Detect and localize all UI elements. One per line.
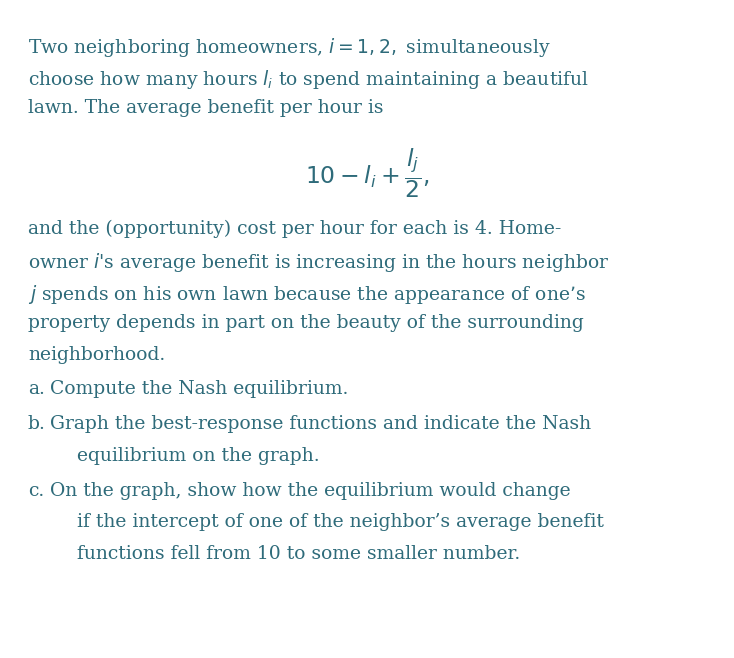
Text: equilibrium on the graph.: equilibrium on the graph.: [77, 447, 320, 465]
Text: if the intercept of one of the neighbor’s average benefit: if the intercept of one of the neighbor’…: [77, 513, 604, 531]
Text: $j$ spends on his own lawn because the appearance of one’s: $j$ spends on his own lawn because the a…: [28, 282, 586, 305]
Text: and the (opportunity) cost per hour for each is 4. Home-: and the (opportunity) cost per hour for …: [28, 219, 562, 238]
Text: property depends in part on the beauty of the surrounding: property depends in part on the beauty o…: [28, 314, 584, 332]
Text: neighborhood.: neighborhood.: [28, 345, 165, 364]
Text: c.: c.: [28, 482, 44, 499]
Text: Compute the Nash equilibrium.: Compute the Nash equilibrium.: [50, 380, 349, 399]
Text: Two neighboring homeowners, $i = 1, 2,$ simultaneously: Two neighboring homeowners, $i = 1, 2,$ …: [28, 36, 550, 59]
Text: functions fell from 10 to some smaller number.: functions fell from 10 to some smaller n…: [77, 545, 520, 563]
Text: owner $i$'s average benefit is increasing in the hours neighbor: owner $i$'s average benefit is increasin…: [28, 251, 609, 274]
Text: a.: a.: [28, 380, 45, 399]
Text: $10 - l_i + \dfrac{l_j}{2},$: $10 - l_i + \dfrac{l_j}{2},$: [305, 147, 429, 201]
Text: On the graph, show how the equilibrium would change: On the graph, show how the equilibrium w…: [50, 482, 570, 499]
Text: b.: b.: [28, 415, 46, 433]
Text: choose how many hours $l_i$ to spend maintaining a beautiful: choose how many hours $l_i$ to spend mai…: [28, 68, 589, 91]
Text: lawn. The average benefit per hour is: lawn. The average benefit per hour is: [28, 99, 383, 117]
Text: Graph the best-response functions and indicate the Nash: Graph the best-response functions and in…: [50, 415, 591, 433]
